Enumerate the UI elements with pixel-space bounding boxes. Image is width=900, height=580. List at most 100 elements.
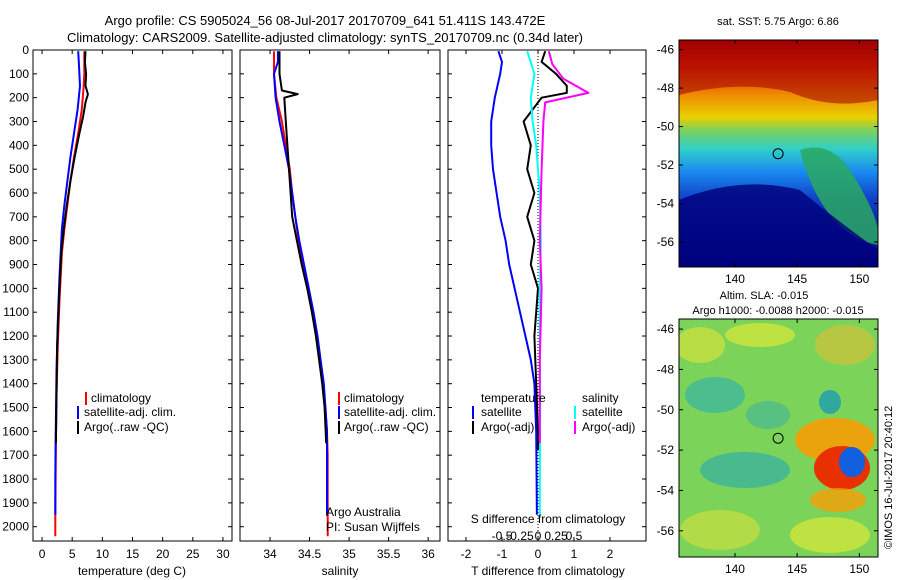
salinity-axes-frame: [239, 49, 441, 542]
x-tick-label: 10: [96, 547, 110, 561]
temperature-series: [54, 51, 89, 537]
chart-title-line2: Climatology: CARS2009. Satellite-adjuste…: [67, 30, 583, 45]
argo-location-marker: [772, 432, 784, 444]
series-line-argo-adj: [538, 50, 590, 444]
y-tick-label: 300: [9, 115, 29, 129]
x-tick-label: 30: [216, 547, 230, 561]
legend-label-argo: Argo(..raw -QC): [344, 420, 429, 434]
map-y-tick-label: -56: [657, 524, 675, 538]
series-line-argo-raw-qc: [54, 51, 89, 444]
legend-label-climatology: climatology: [91, 391, 151, 405]
y-tick-label: 1400: [2, 377, 29, 391]
map-y-tick-label: -46: [657, 43, 675, 57]
s-tick-label: 0: [535, 529, 542, 543]
map-y-tick-label: -52: [657, 443, 675, 457]
legend-label-s-satellite: satellite: [582, 405, 623, 419]
y-tick-label: 100: [9, 67, 29, 81]
y-tick-label: 400: [9, 138, 29, 152]
difference-legend: temperature salinity satellite Argo(-adj…: [472, 391, 635, 434]
legend-title-salinity: salinity: [582, 391, 619, 405]
legend-label-satellite: satellite-adj. clim.: [84, 405, 176, 419]
sst-map-title: sat. SST: 5.75 Argo: 6.86: [717, 16, 839, 28]
y-tick-label: 2000: [2, 520, 29, 534]
s-difference-tick-labels: -0.5-0.25 0 0.250.5: [492, 529, 583, 543]
temperature-legend: climatology satellite-adj. clim. Argo(..…: [77, 391, 176, 434]
sla-map-axes: -46 -48 -50 -52 -54 -56 140 145 150: [657, 319, 878, 576]
x-tick-label: -2: [461, 547, 472, 561]
s-tick-label: -0.25: [506, 529, 534, 543]
map-x-tick-label: 145: [787, 272, 807, 286]
difference-panel: -2 -1 0 1 2 S difference from climatology -0…: [447, 49, 647, 578]
sla-blob: [725, 323, 795, 347]
s-difference-label: S difference from climatology: [471, 512, 626, 526]
temperature-x-axis: 0 5 10 15 20 25 30: [39, 50, 230, 561]
map-x-tick-label: 150: [849, 562, 869, 576]
s-tick-label: -0.5: [492, 529, 513, 543]
map-y-tick-label: -54: [657, 197, 675, 211]
sst-map-panel: sat. SST: 5.75 Argo: 6.86 -46 -48 -50 -52 -5…: [657, 16, 879, 286]
sla-blob: [839, 447, 865, 477]
series-line-climatology: [273, 51, 329, 537]
legend-label-climatology: climatology: [344, 391, 404, 405]
map-x-tick-label: 140: [725, 562, 745, 576]
temperature-axes-frame: [32, 49, 233, 542]
copyright-watermark: ©IMOS 16-Jul-2017 20:40:12: [883, 406, 895, 549]
difference-axes-frame: [447, 49, 647, 542]
sst-cold-region: [679, 184, 878, 267]
y-tick-label: 1900: [2, 496, 29, 510]
t-difference-label: T difference from climatology: [471, 564, 625, 578]
x-tick-label: 34.5: [298, 547, 322, 561]
sst-cold-tongue: [800, 147, 878, 245]
sla-title-line1: Altim. SLA: -0.015: [720, 290, 809, 302]
salinity-legend: climatology satellite-adj. clim. Argo(..…: [338, 391, 436, 434]
x-tick-label: 34: [263, 547, 277, 561]
x-tick-label: 20: [156, 547, 170, 561]
sst-warm-region: [679, 40, 878, 104]
x-tick-label: 5: [69, 547, 76, 561]
y-tick-label: 1600: [2, 424, 29, 438]
sla-blob: [819, 390, 841, 414]
sla-blob: [815, 325, 875, 365]
map-y-tick-label: -54: [657, 483, 675, 497]
salinity-x-label: salinity: [322, 564, 359, 578]
sla-blob: [685, 377, 745, 413]
salinity-panel: 34 34.5 35 35.5 36 salinity climatology sate…: [239, 49, 441, 578]
y-tick-label: 600: [9, 186, 29, 200]
chart-title-line1: Argo profile: CS 5905024_56 08-Jul-2017 …: [105, 13, 546, 28]
difference-x-axis: -2 -1 0 1 2: [461, 50, 614, 561]
temperature-panel: 0100200300400500600700800900100011001200…: [2, 43, 233, 578]
sla-blob: [790, 517, 870, 553]
legend-label-t-argo: Argo(-adj): [481, 420, 534, 434]
y-tick-label: 0: [22, 43, 29, 57]
s-tick-label: 0.25: [544, 529, 568, 543]
map-y-tick-label: -48: [657, 362, 675, 376]
y-tick-label: 1700: [2, 448, 29, 462]
map-y-tick-label: -52: [657, 158, 675, 172]
map-x-tick-label: 140: [725, 272, 745, 286]
y-tick-label: 500: [9, 162, 29, 176]
salinity-y-ticks: [240, 49, 440, 528]
sla-blob: [746, 401, 790, 429]
salinity-x-axis: 34 34.5 35 35.5 36: [263, 50, 435, 561]
y-tick-label: 1000: [2, 281, 29, 295]
temperature-x-label: temperature (deg C): [78, 564, 186, 578]
sla-blob: [810, 488, 866, 512]
x-tick-label: 0: [535, 547, 542, 561]
y-tick-label: 700: [9, 210, 29, 224]
series-line-satellite: [490, 50, 538, 515]
annotation-pi-name: PI: Susan Wijffels: [326, 520, 420, 534]
y-tick-label: 1500: [2, 401, 29, 415]
x-tick-label: 15: [126, 547, 140, 561]
legend-label-argo: Argo(..raw -QC): [84, 420, 169, 434]
series-line-argo-adj: [522, 50, 568, 451]
map-y-tick-label: -56: [657, 235, 675, 249]
sla-blob: [680, 510, 760, 550]
salinity-series: [273, 51, 329, 537]
map-x-tick-label: 150: [849, 272, 869, 286]
y-tick-label: 1300: [2, 353, 29, 367]
x-tick-label: 25: [186, 547, 200, 561]
temperature-y-axis: 0 100 200 300 400 500 600 700 800 900 1000 1100 1200…: [2, 43, 232, 534]
legend-label-satellite: satellite-adj. clim.: [344, 405, 436, 419]
x-tick-label: 2: [607, 547, 614, 561]
